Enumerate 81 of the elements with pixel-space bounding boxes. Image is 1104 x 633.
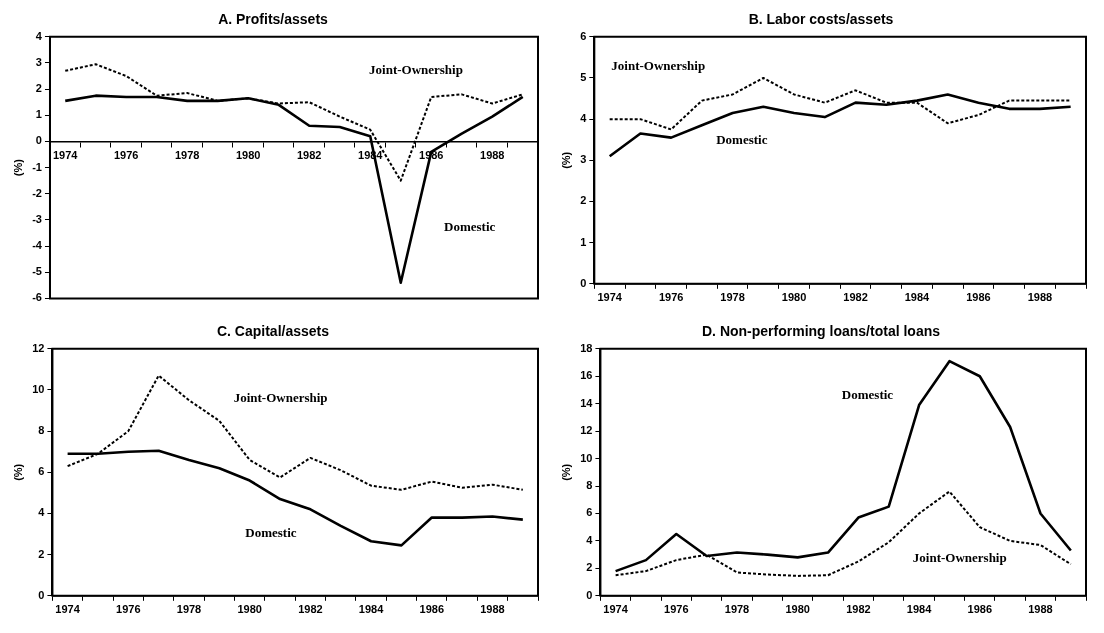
x-tick-label: 1980 (237, 603, 262, 616)
y-tick-label: -2 (32, 186, 42, 199)
x-tick-label: 1976 (658, 291, 684, 304)
x-tick-label: 1980 (781, 291, 807, 304)
chart-title: D. Non-performing loans/total loans (701, 323, 941, 340)
x-tick-label: 1978 (174, 149, 200, 162)
y-tick-label: 0 (586, 588, 593, 601)
y-tick-label: 12 (32, 341, 45, 354)
x-tick-label: 1986 (967, 603, 993, 616)
x-tick-label: 1978 (724, 603, 750, 616)
y-tick-label: 1 (580, 235, 587, 248)
y-tick-label: -6 (32, 291, 42, 304)
y-axis-title: (%) (559, 151, 572, 169)
y-axis-title: (%) (11, 463, 24, 481)
chart-title: C. Capital/assets (216, 323, 330, 340)
y-tick-label: 4 (35, 29, 43, 42)
y-tick-label: -1 (32, 160, 42, 173)
x-tick-label: 1978 (176, 603, 202, 616)
series-label: Joint-Ownership (369, 62, 463, 78)
x-tick-label: 1976 (113, 149, 139, 162)
text: Joint-Ownership (611, 57, 706, 73)
x-tick-label: 1974 (52, 149, 79, 162)
y-axis-title: (%) (11, 158, 24, 177)
x-tick-label: 1982 (843, 291, 868, 304)
y-tick-label: 14 (580, 396, 594, 409)
x-tick-label: 1980 (785, 603, 810, 616)
x-tick-label: 1982 (297, 149, 322, 162)
series-label: Domestic (716, 131, 768, 147)
x-tick-label: 1988 (480, 149, 505, 162)
y-tick-label: 12 (580, 424, 593, 437)
y-tick-label: 4 (580, 112, 588, 125)
x-tick-label: 1976 (664, 603, 689, 616)
x-tick-label: 1986 (966, 291, 991, 304)
y-tick-label: 8 (38, 424, 45, 437)
x-tick-label: 1988 (1028, 603, 1053, 616)
x-tick-label: 1984 (358, 603, 385, 616)
y-tick-label: -3 (32, 212, 42, 225)
y-tick-label: 2 (38, 547, 45, 560)
y-axis-title: (%) (559, 463, 572, 481)
y-tick-label: 10 (580, 451, 593, 464)
y-tick-label: 4 (38, 506, 46, 519)
chart-title: A. Profits/assets (218, 11, 329, 28)
x-tick-label: 1974 (55, 603, 81, 616)
x-tick-label: 1988 (480, 603, 505, 616)
y-tick-label: 18 (580, 341, 593, 354)
series-label: Joint-Ownership (912, 550, 1007, 566)
y-tick-label: 2 (586, 561, 593, 574)
y-tick-label: 6 (580, 29, 587, 42)
x-tick-label: 1988 (1027, 291, 1053, 304)
y-tick-label: 4 (586, 533, 594, 546)
x-tick-label: 1976 (116, 603, 141, 616)
y-tick-label: 8 (586, 479, 593, 492)
x-tick-label: 1974 (597, 291, 623, 304)
series-label: Domestic (841, 387, 894, 403)
y-tick-label: 10 (32, 383, 45, 395)
y-tick-label: 6 (38, 465, 45, 478)
chart-title: B. Labor costs/assets (748, 11, 894, 28)
x-tick-label: 1982 (846, 603, 871, 616)
y-tick-label: 0 (38, 588, 45, 601)
x-tick-label: 1978 (720, 291, 745, 304)
y-tick-label: 3 (35, 55, 42, 68)
y-tick-label: 1 (35, 108, 42, 121)
x-tick-label: 1984 (904, 291, 931, 304)
y-tick-label: -4 (32, 239, 43, 252)
text: Domestic (444, 219, 496, 235)
x-tick-label: 1984 (906, 603, 933, 616)
y-tick-label: 5 (580, 71, 587, 83)
x-tick-label: 1982 (298, 603, 323, 616)
y-tick-label: -5 (32, 265, 42, 278)
y-tick-label: 2 (35, 82, 42, 95)
y-tick-label: 3 (580, 153, 587, 166)
y-tick-label: 0 (580, 276, 587, 289)
x-tick-label: 1974 (603, 603, 629, 616)
series-label: Domestic (245, 525, 297, 541)
y-tick-label: 0 (35, 134, 42, 147)
series-label: Joint-Ownership (233, 389, 328, 405)
y-tick-label: 2 (580, 194, 587, 207)
x-tick-label: 1986 (419, 603, 445, 616)
y-tick-label: 6 (586, 506, 593, 519)
x-tick-label: 1980 (236, 149, 261, 162)
y-tick-label: 16 (580, 369, 593, 382)
